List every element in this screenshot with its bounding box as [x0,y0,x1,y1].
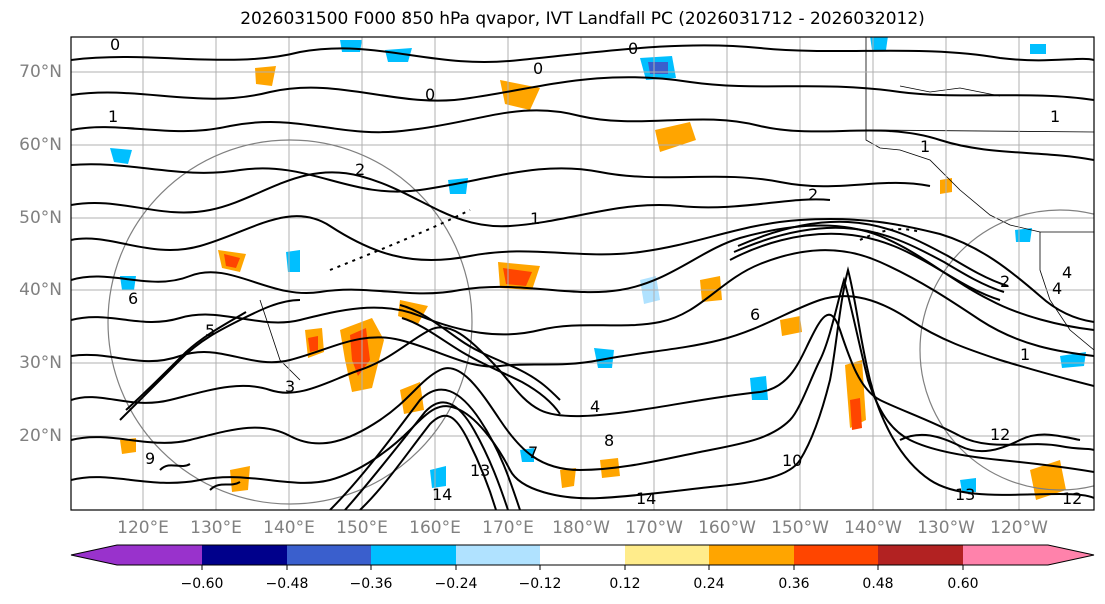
svg-text:13: 13 [955,485,975,504]
svg-text:7: 7 [528,443,538,462]
plot-frame [70,36,1095,511]
lon-label: 130°W [917,518,975,538]
svg-text:5: 5 [205,321,215,340]
lon-label: 140°W [844,518,902,538]
svg-text:14: 14 [432,485,452,504]
colorbar-tick-label: −0.48 [265,576,309,592]
svg-text:6: 6 [128,289,138,308]
range-circles [107,139,1094,505]
colorbar-tick-label: 0.12 [609,576,641,592]
svg-text:1: 1 [530,209,540,228]
lon-label: 120°E [117,518,169,538]
colorbar-tick-label: 0.36 [778,576,810,592]
colorbar-segment [709,545,794,565]
colorbar-tick-label: 0.60 [947,576,979,592]
colorbar-tick-label: −0.24 [434,576,478,592]
lon-label: 150°E [336,518,388,538]
svg-text:6: 6 [750,305,760,324]
colorbar-segment [456,545,540,565]
colorbar-segment [71,545,202,565]
lon-label: 140°E [263,518,315,538]
colorbar-segment [371,545,456,565]
colorbar-tick-label: −0.12 [518,576,562,592]
svg-text:12: 12 [1062,489,1082,508]
svg-text:0: 0 [628,39,638,58]
svg-text:1: 1 [108,107,118,126]
svg-text:4: 4 [590,397,600,416]
svg-text:0: 0 [533,59,543,78]
ivt-contours [71,44,1094,510]
colorbar-segment [625,545,709,565]
lon-label: 160°E [409,518,461,538]
lat-label: 50°N [19,208,62,228]
lon-label: 180°W [552,518,610,538]
lon-label: 170°W [625,518,683,538]
map-title: 2026031500 F000 850 hPa qvapor, IVT Land… [240,9,925,29]
svg-text:0: 0 [425,85,435,104]
lon-label: 170°E [482,518,534,538]
lat-label: 60°N [19,135,62,155]
lat-label: 70°N [19,62,62,82]
svg-text:10: 10 [782,451,802,470]
colorbar-segment [794,545,878,565]
contour-labels: 0 0 0 0 1 1 2 2 1 2 1 1 3 4 6 8 7 14 14 … [108,35,1082,508]
lat-label: 20°N [19,426,62,446]
colorbar-segment [287,545,371,565]
svg-text:0: 0 [110,35,120,54]
svg-text:9: 9 [145,449,155,468]
lon-label: 150°W [771,518,829,538]
svg-text:3: 3 [285,377,295,396]
colorbar-tick-label: −0.60 [180,576,224,592]
svg-text:1: 1 [1050,107,1060,126]
lat-label: 40°N [19,280,62,300]
svg-text:2: 2 [1000,272,1010,291]
svg-text:4: 4 [1062,263,1072,282]
svg-text:2: 2 [355,160,365,179]
colorbar-tick-label: 0.48 [862,576,894,592]
lon-label: 130°E [190,518,242,538]
colorbar-segment [540,545,625,565]
colorbar-segment [878,545,963,565]
colorbar-segment [202,545,287,565]
svg-text:8: 8 [604,431,614,450]
svg-text:1: 1 [1020,345,1030,364]
svg-text:12: 12 [990,425,1010,444]
lon-label: 160°W [698,518,756,538]
colorbar-tick-label: 0.24 [693,576,725,592]
ivt-contours-dashed [329,209,921,271]
colorbar-tick-label: −0.36 [349,576,393,592]
svg-text:13: 13 [470,461,490,480]
map-plot: 0 0 0 0 1 1 2 2 1 2 1 1 3 4 6 8 7 14 14 … [70,35,1095,511]
svg-text:14: 14 [636,489,656,508]
colorbar-outline [70,544,1095,566]
lon-label: 120°W [990,518,1048,538]
svg-text:2: 2 [808,185,818,204]
svg-text:1: 1 [920,137,930,156]
lat-label: 30°N [19,353,62,373]
colorbar-segment [963,545,1094,565]
svg-text:4: 4 [1052,279,1062,298]
